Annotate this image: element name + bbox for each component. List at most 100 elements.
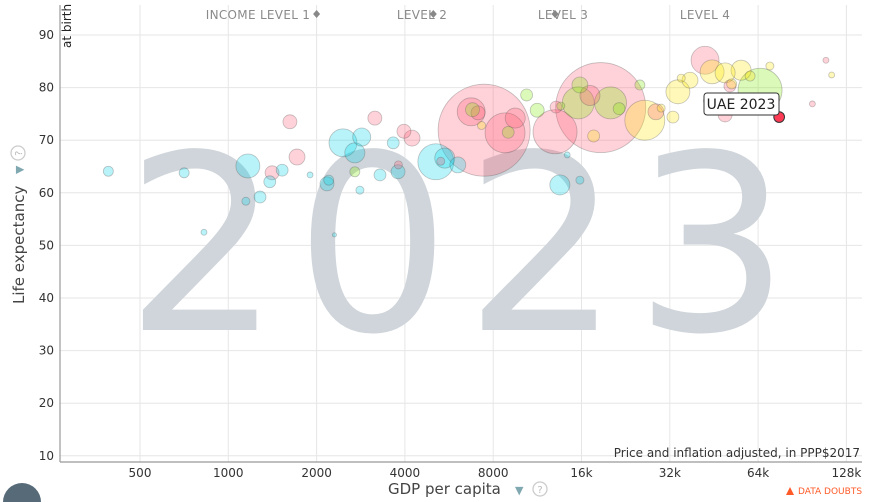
- bubble-americas[interactable]: [594, 86, 627, 120]
- bubble-europe[interactable]: [676, 73, 686, 83]
- bubble-asia[interactable]: [393, 160, 403, 170]
- bubble-europe[interactable]: [477, 121, 486, 130]
- data-doubts-link[interactable]: DATA DOUBTS: [786, 487, 862, 497]
- y-axis-subtitle: at birth: [60, 4, 74, 48]
- income-levels: INCOME LEVEL 1 LEVEL 2 LEVEL 3 LEVEL 4: [206, 8, 730, 22]
- x-axis-title[interactable]: GDP per capita: [388, 480, 501, 498]
- bubble-asia[interactable]: [647, 103, 665, 121]
- bubble-africa[interactable]: [549, 174, 571, 196]
- bubble-africa[interactable]: [235, 153, 261, 179]
- bubble-africa[interactable]: [344, 142, 366, 164]
- bubble-africa[interactable]: [328, 128, 358, 158]
- bubble-africa[interactable]: [386, 136, 400, 150]
- y-axis-help-icon[interactable]: ?: [10, 145, 26, 161]
- bubble-asia[interactable]: [690, 45, 720, 75]
- bubble-europe[interactable]: [699, 59, 725, 85]
- bubble-africa[interactable]: [390, 164, 406, 180]
- bubble-asia[interactable]: [288, 148, 306, 166]
- bubble-europe[interactable]: [587, 129, 601, 143]
- bubble-americas[interactable]: [571, 76, 589, 94]
- y-tick-label: 20: [39, 396, 54, 410]
- bubble-africa[interactable]: [323, 174, 335, 186]
- bubble-africa[interactable]: [253, 190, 267, 204]
- y-tick-label: 70: [39, 133, 54, 147]
- bubble-americas[interactable]: [349, 166, 361, 178]
- bubble-americas[interactable]: [501, 125, 515, 139]
- bubble-americas[interactable]: [520, 88, 533, 102]
- income-level-label: LEVEL 4: [680, 8, 730, 22]
- bubble-africa[interactable]: [200, 228, 208, 236]
- bubble-africa[interactable]: [319, 176, 335, 192]
- bubble-americas[interactable]: [561, 86, 595, 120]
- y-tick-label: 30: [39, 344, 54, 358]
- bubble-europe[interactable]: [726, 78, 738, 90]
- bubble-europe[interactable]: [744, 70, 756, 82]
- bubble-europe[interactable]: [666, 110, 680, 124]
- bubble-africa[interactable]: [575, 175, 585, 185]
- bubble-africa[interactable]: [449, 156, 467, 174]
- bubbles: [102, 45, 836, 238]
- income-level-divider: [429, 10, 437, 18]
- bubble-americas[interactable]: [556, 101, 566, 111]
- warning-icon: [786, 487, 794, 495]
- x-axis-dropdown-icon[interactable]: ▼: [515, 484, 524, 497]
- bubble-africa[interactable]: [306, 171, 314, 179]
- bubble-europe[interactable]: [730, 59, 752, 81]
- bubble-asia[interactable]: [808, 100, 816, 108]
- bubble-europe[interactable]: [656, 103, 666, 113]
- bubble-asia[interactable]: [470, 105, 486, 121]
- bubble-africa[interactable]: [178, 167, 190, 179]
- bubble-africa[interactable]: [373, 168, 387, 182]
- bubble-africa[interactable]: [102, 165, 114, 177]
- bubble-europe[interactable]: [665, 79, 691, 105]
- bubble-asia[interactable]: [484, 112, 526, 154]
- income-level-label: LEVEL 2: [397, 8, 447, 22]
- bubble-asia[interactable]: [549, 100, 563, 114]
- bubble-africa[interactable]: [563, 151, 571, 159]
- bubble-asia[interactable]: [822, 56, 830, 64]
- bubble-asia[interactable]: [555, 62, 647, 154]
- bubble-africa[interactable]: [352, 127, 372, 147]
- bubble-africa[interactable]: [355, 185, 365, 195]
- bubble-asia[interactable]: [532, 109, 578, 155]
- x-axis-help-icon[interactable]: ?: [532, 481, 548, 497]
- bubble-asia[interactable]: [282, 114, 298, 130]
- bubble-africa[interactable]: [241, 196, 251, 206]
- bubble-africa[interactable]: [417, 143, 455, 181]
- svg-text:?: ?: [14, 151, 25, 156]
- y-tick-label: 60: [39, 186, 54, 200]
- bubble-americas[interactable]: [529, 102, 545, 118]
- corner-button[interactable]: [3, 483, 41, 502]
- bubble-asia[interactable]: [456, 97, 486, 127]
- bubble-europe[interactable]: [714, 62, 736, 84]
- bubble-americas[interactable]: [612, 102, 626, 115]
- bubble-asia[interactable]: [579, 85, 601, 106]
- bubble-asia[interactable]: [504, 107, 526, 129]
- x-tick-label: 8000: [478, 466, 509, 480]
- bubble-americas[interactable]: [634, 79, 646, 91]
- bubble-europe[interactable]: [765, 61, 775, 71]
- y-axis-title[interactable]: Life expectancy: [10, 186, 28, 304]
- bubble-americas[interactable]: [465, 102, 480, 118]
- bubble-asia[interactable]: [723, 79, 737, 93]
- bubble-asia[interactable]: [436, 156, 446, 166]
- y-axis-dropdown-icon[interactable]: ▼: [13, 165, 26, 174]
- bubble-africa[interactable]: [331, 232, 337, 238]
- bubble-africa[interactable]: [263, 175, 277, 189]
- bubble-europe[interactable]: [681, 71, 699, 89]
- bubble-asia[interactable]: [396, 123, 412, 139]
- bubble-europe[interactable]: [828, 71, 836, 79]
- bubble-asia[interactable]: [437, 83, 531, 177]
- bubble-asia[interactable]: [403, 129, 421, 147]
- bubble-asia[interactable]: [264, 165, 280, 181]
- axes: 10 20 30 40 50 60 70 80 90 500 1000 2000 4000 8000 16k…: [39, 5, 862, 480]
- bubble-asia[interactable]: [367, 110, 383, 126]
- bubble-europe[interactable]: [624, 99, 666, 141]
- income-level-divider: [551, 10, 559, 18]
- bubble-africa[interactable]: [434, 147, 456, 169]
- highlight-tooltip: UAE 2023: [703, 92, 780, 116]
- x-tick-label: 16k: [570, 466, 592, 480]
- bubble-africa[interactable]: [275, 163, 289, 177]
- income-level-divider: [313, 10, 321, 18]
